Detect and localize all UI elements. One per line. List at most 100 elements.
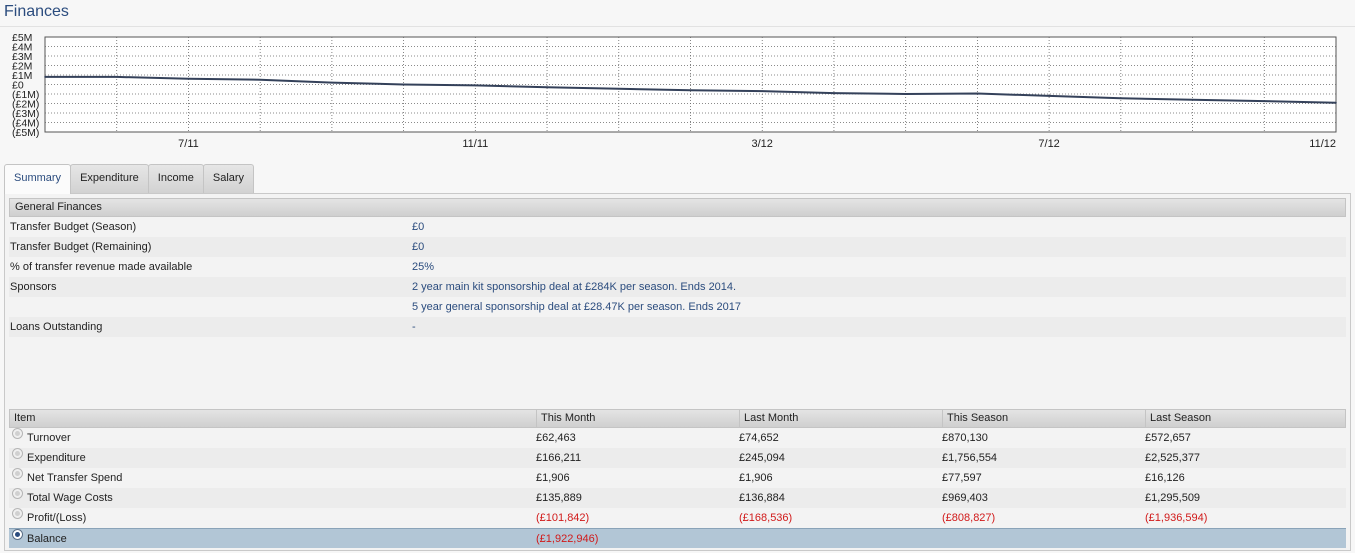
row-this-month: £62,463 bbox=[536, 432, 576, 444]
chart-data-point bbox=[546, 86, 548, 89]
chart-data-point bbox=[833, 92, 835, 94]
info-value: £0 bbox=[412, 241, 425, 253]
row-last-month: £74,652 bbox=[739, 432, 779, 444]
row-radio-selected[interactable] bbox=[12, 529, 23, 540]
row-radio[interactable] bbox=[12, 508, 23, 519]
chart-x-tick-label: 11/12 bbox=[1309, 138, 1336, 150]
info-row-transfer-budget-remaining: Transfer Budget (Remaining) £0 bbox=[9, 237, 1346, 257]
info-row-transfer-revenue: % of transfer revenue made available 25% bbox=[9, 257, 1346, 277]
tab-expenditure[interactable]: Expenditure bbox=[70, 164, 149, 193]
tab-income[interactable]: Income bbox=[147, 164, 204, 193]
info-label: Transfer Budget (Remaining) bbox=[10, 241, 152, 253]
general-finances-header: General Finances bbox=[9, 198, 1346, 217]
chart-data-point bbox=[1191, 98, 1194, 101]
table-row-balance[interactable]: Balance (£1,922,946) bbox=[9, 528, 1346, 548]
row-this-season: £77,597 bbox=[942, 472, 982, 484]
info-value: 5 year general sponsorship deal at £28.4… bbox=[412, 301, 742, 313]
column-header-item[interactable]: Item bbox=[14, 412, 36, 424]
balance-chart: £5M£4M£3M£2M£1M£0(£1M)(£2M)(£3M)(£4M)(£5… bbox=[12, 32, 1337, 150]
chart-data-point bbox=[689, 89, 692, 91]
row-last-season: £572,657 bbox=[1145, 432, 1191, 444]
column-header-last-month[interactable]: Last Month bbox=[739, 410, 942, 427]
row-this-month: £166,211 bbox=[536, 452, 582, 464]
table-row-profit-loss[interactable]: Profit/(Loss) (£101,842) (£168,536) (£80… bbox=[9, 508, 1346, 528]
info-row-transfer-budget-season: Transfer Budget (Season) £0 bbox=[9, 217, 1346, 237]
info-value: £0 bbox=[412, 221, 425, 233]
row-this-month: (£1,922,946) bbox=[536, 533, 599, 545]
chart-y-tick-label: £3M bbox=[12, 51, 32, 63]
info-row-sponsors-2: 5 year general sponsorship deal at £28.4… bbox=[9, 297, 1346, 317]
info-value: 2 year main kit sponsorship deal at £284… bbox=[412, 281, 737, 293]
row-item: Balance bbox=[27, 533, 67, 545]
column-header-this-month[interactable]: This Month bbox=[536, 410, 739, 427]
chart-data-point bbox=[402, 83, 405, 86]
row-last-season: £1,295,509 bbox=[1145, 492, 1201, 504]
info-label: Transfer Budget (Season) bbox=[10, 221, 137, 233]
finance-tabs: Summary Expenditure Income Salary bbox=[4, 164, 255, 194]
row-radio[interactable] bbox=[12, 488, 23, 499]
table-row-net-transfer-spend[interactable]: Net Transfer Spend £1,906 £1,906 £77,597… bbox=[9, 468, 1346, 488]
chart-data-point bbox=[259, 78, 261, 81]
chart-x-tick-label: 3/12 bbox=[752, 138, 773, 150]
row-last-month: £1,906 bbox=[739, 472, 773, 484]
chart-x-tick-label: 7/12 bbox=[1038, 138, 1059, 150]
row-this-month: £1,906 bbox=[536, 472, 570, 484]
finance-table-header: Item This Month Last Month This Season L… bbox=[9, 409, 1346, 428]
row-item: Total Wage Costs bbox=[27, 492, 113, 504]
row-this-season: £1,756,554 bbox=[942, 452, 998, 464]
chart-y-tick-label: £1M bbox=[12, 70, 32, 82]
column-header-this-season[interactable]: This Season bbox=[942, 410, 1145, 427]
row-item: Turnover bbox=[27, 432, 71, 444]
info-value: 25% bbox=[412, 261, 435, 273]
chart-data-point bbox=[617, 87, 620, 90]
info-value: - bbox=[412, 321, 416, 333]
chart-y-tick-label: £5M bbox=[12, 32, 32, 44]
chart-data-point bbox=[474, 84, 477, 87]
info-label: Loans Outstanding bbox=[10, 321, 103, 333]
row-item: Net Transfer Spend bbox=[27, 472, 123, 484]
table-row-turnover[interactable]: Turnover £62,463 £74,652 £870,130 £572,6… bbox=[9, 428, 1346, 448]
chart-data-point bbox=[1335, 101, 1337, 104]
tab-summary[interactable]: Summary bbox=[4, 164, 72, 194]
row-last-month: (£168,536) bbox=[739, 512, 793, 524]
chart-y-tick-label: £2M bbox=[12, 61, 32, 73]
row-this-season: £969,403 bbox=[942, 492, 988, 504]
row-last-month: £136,884 bbox=[739, 492, 785, 504]
info-row-loans: Loans Outstanding - bbox=[9, 317, 1346, 337]
row-this-season: £870,130 bbox=[942, 432, 988, 444]
row-item: Profit/(Loss) bbox=[27, 512, 87, 524]
row-radio[interactable] bbox=[12, 468, 23, 479]
table-row-total-wage-costs[interactable]: Total Wage Costs £135,889 £136,884 £969,… bbox=[9, 488, 1346, 508]
page-title: Finances bbox=[4, 3, 69, 20]
row-this-month: £135,889 bbox=[536, 492, 582, 504]
row-this-month: (£101,842) bbox=[536, 512, 590, 524]
row-radio[interactable] bbox=[12, 428, 23, 439]
info-row-sponsors: Sponsors 2 year main kit sponsorship dea… bbox=[9, 277, 1346, 297]
chart-x-tick-label: 11/11 bbox=[462, 138, 488, 150]
row-radio[interactable] bbox=[12, 448, 23, 459]
tab-salary[interactable]: Salary bbox=[202, 164, 255, 193]
chart-x-tick-label: 7/11 bbox=[178, 138, 199, 150]
row-last-month: £245,094 bbox=[739, 452, 785, 464]
chart-data-point bbox=[904, 93, 907, 95]
chart-y-tick-label: £0 bbox=[12, 80, 24, 92]
chart-data-point bbox=[187, 78, 190, 80]
chart-data-point bbox=[976, 92, 979, 95]
chart-y-tick-label: £4M bbox=[12, 42, 32, 54]
chart-data-point bbox=[331, 81, 333, 84]
column-header-last-season[interactable]: Last Season bbox=[1145, 410, 1345, 427]
table-row-expenditure[interactable]: Expenditure £166,211 £245,094 £1,756,554… bbox=[9, 448, 1346, 468]
chart-data-point bbox=[115, 76, 118, 78]
row-last-season: £16,126 bbox=[1145, 472, 1185, 484]
title-divider bbox=[0, 26, 1355, 27]
info-label: % of transfer revenue made available bbox=[10, 261, 193, 273]
chart-data-point bbox=[44, 76, 46, 78]
row-item: Expenditure bbox=[27, 452, 86, 464]
chart-data-point bbox=[1048, 95, 1050, 97]
chart-data-point bbox=[761, 90, 764, 92]
row-last-season: (£1,936,594) bbox=[1145, 512, 1208, 524]
summary-panel: General Finances Transfer Budget (Season… bbox=[4, 193, 1351, 551]
chart-y-tick-label: (£1M) bbox=[12, 89, 39, 101]
row-last-season: £2,525,377 bbox=[1145, 452, 1201, 464]
info-label: Sponsors bbox=[10, 281, 57, 293]
